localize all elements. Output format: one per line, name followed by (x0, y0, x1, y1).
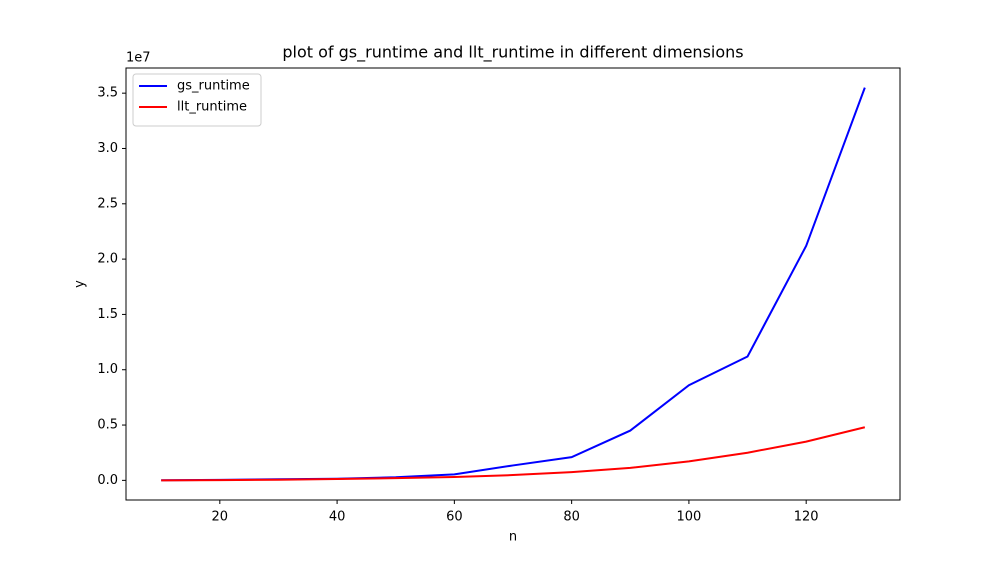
x-tick-label: 20 (212, 510, 229, 525)
y-tick-label: 0.5 (97, 418, 118, 433)
x-tick-label: 60 (446, 510, 463, 525)
y-tick-label: 2.5 (97, 196, 118, 211)
x-axis-label: n (509, 530, 517, 545)
line-series (161, 87, 866, 482)
y-tick-label: 3.5 (97, 86, 118, 101)
plot-frame (125, 67, 901, 501)
x-tick-label: 120 (794, 510, 819, 525)
x-tick-label: 40 (329, 510, 346, 525)
legend-label: gs_runtime (177, 79, 250, 94)
y-tick-label: 3.0 (97, 141, 118, 156)
x-tick-label: 100 (676, 510, 701, 525)
y-offset-label: 1e7 (126, 51, 151, 66)
line-series (161, 426, 866, 482)
y-tick-label: 1.5 (97, 307, 118, 322)
y-tick-label: 0.0 (97, 473, 118, 488)
y-axis-label: y (73, 280, 88, 288)
y-tick-label: 2.0 (97, 252, 118, 267)
y-tick-label: 1.0 (97, 362, 118, 377)
chart-title: plot of gs_runtime and llt_runtime in di… (282, 43, 743, 63)
legend-label: llt_runtime (177, 100, 247, 115)
x-tick-label: 80 (563, 510, 580, 525)
